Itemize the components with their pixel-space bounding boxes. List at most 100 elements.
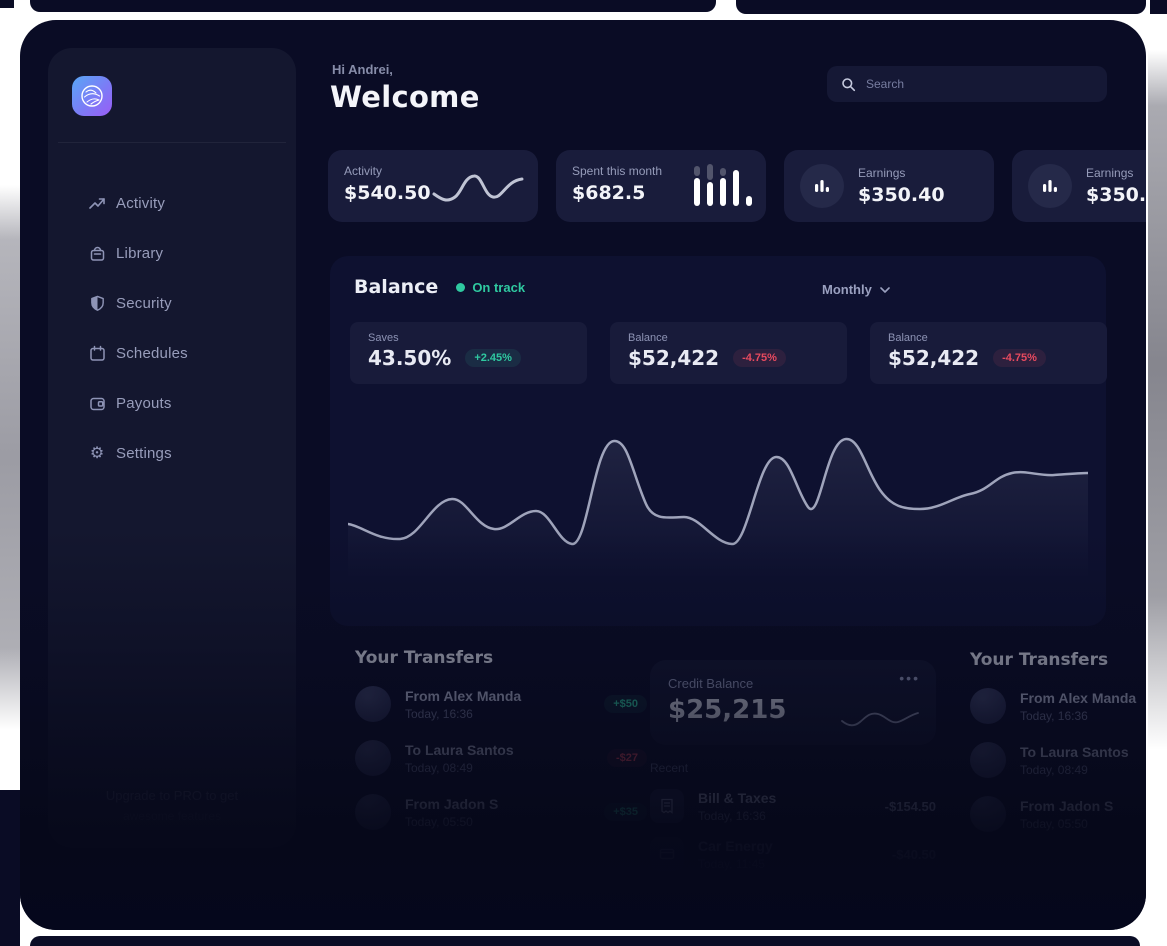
sidebar-item-payouts[interactable]: Payouts [48,378,296,428]
recent-row[interactable]: Bill & Taxes Today, 16:36 -$154.50 [650,789,936,823]
frame-corner-top-left [0,0,14,8]
recent-row[interactable]: Car Energy Today, 11:45 -$40.50 [650,837,936,871]
sidebar: Activity Library Securit [48,48,296,848]
recent-name: Car Energy [698,837,773,854]
stat-value: $350.40 [1086,184,1146,206]
ellipsis-icon[interactable]: ••• [899,670,920,686]
frame-strip-bottom [30,936,1140,946]
frame-strip-top-left [30,0,716,12]
period-label: Monthly [822,282,872,297]
frame-corner-top-right [1150,0,1167,14]
balance-header: Balance On track [354,276,525,298]
sidebar-item-library[interactable]: Library [48,228,296,278]
sidebar-nav: Activity Library Securit [48,178,296,478]
search-input[interactable] [866,77,1107,91]
stat-card-row: Activity $540.50 Spent this month $682.5 [328,150,1146,222]
credit-balance-card: Credit Balance $25,215 ••• [650,660,936,745]
stat-card-spent: Spent this month $682.5 [556,150,766,222]
transfer-name: To Laura Santos [1020,743,1129,760]
transfer-time: Today, 08:49 [1020,762,1088,777]
upgrade-text-line2: awesome features [122,809,222,823]
metric-label: Balance [888,332,928,344]
avatar [970,742,1006,778]
balance-metrics: Saves 43.50% +2.45% Balance $52,422 -4.7… [350,322,1107,384]
greeting-text: Hi Andrei, [332,62,393,77]
app-logo[interactable] [72,76,112,116]
app-window: Activity Library Securit [20,20,1146,930]
sidebar-item-settings[interactable]: ⚙ Settings [48,428,296,478]
chevron-down-icon [880,286,890,293]
sidebar-divider [58,142,286,143]
sidebar-item-schedules[interactable]: Schedules [48,328,296,378]
avatar [355,686,391,722]
stat-value: $350.40 [858,184,945,206]
stat-label: Earnings [858,166,906,180]
balance-panel: Balance On track Monthly Saves 43.50% +2… [330,256,1107,626]
sidebar-item-label: Settings [116,444,172,462]
sidebar-item-label: Security [116,294,172,312]
metric-value: $52,422 [628,346,720,370]
recent-label: Recent [650,761,689,775]
shield-icon [88,294,106,312]
delta-badge: -4.75% [733,349,786,367]
stat-texts: Earnings $350.40 [1086,166,1146,206]
page-title: Welcome [330,80,480,114]
delta-badge: +2.45% [465,349,521,367]
metric-saves: Saves 43.50% +2.45% [350,322,587,384]
search-icon [841,77,856,92]
transfer-row[interactable]: From Alex Manda Today, 16:36 +$50 [355,686,647,722]
stat-card-earnings-1: Earnings $350.40 [784,150,994,222]
recent-amount: -$40.50 [891,846,936,862]
credit-sparkline [840,705,920,729]
transfer-amount-badge: +$35 [604,803,647,821]
stat-label: Earnings [1086,166,1134,180]
metric-value: 43.50% [368,346,452,370]
page-shadow-left [0,185,20,730]
transfer-name: From Alex Manda [1020,689,1137,706]
transfer-time: Today, 16:36 [1020,708,1088,723]
transfers-title: Your Transfers [355,648,494,668]
library-icon [88,244,106,262]
balance-line-chart [348,428,1088,604]
receipt-icon [650,789,684,823]
upgrade-banner[interactable]: Upgrade to PRO to get awesome features [48,788,296,823]
transfer-row[interactable]: To Laura Santos Today, 08:49 [970,742,1146,778]
sidebar-item-security[interactable]: Security [48,278,296,328]
transfer-name: From Alex Manda [405,687,522,704]
status-badge: On track [456,280,525,295]
transfer-time: Today, 16:36 [405,706,473,721]
stat-texts: Earnings $350.40 [858,166,945,206]
transfer-row[interactable]: From Alex Manda Today, 16:36 [970,688,1146,724]
credit-section: Credit Balance $25,215 ••• Recent Bill &… [650,660,936,871]
transfer-row[interactable]: To Laura Santos Today, 08:49 -$27 [355,740,647,776]
sphere-logo-icon [81,85,103,107]
transfer-time: Today, 08:49 [405,760,473,775]
line-sparkline [431,164,526,210]
transfer-name: From Jadon S [405,795,499,812]
period-dropdown[interactable]: Monthly [822,282,890,297]
transfers-section-right: Your Transfers From Alex Manda Today, 16… [970,650,1146,832]
avatar [970,688,1006,724]
sidebar-item-activity[interactable]: Activity [48,178,296,228]
balance-title: Balance [354,276,439,298]
trend-icon [88,194,106,212]
metric-value: $52,422 [888,346,980,370]
recent-time: Today, 11:45 [698,856,765,871]
sidebar-item-label: Library [116,244,164,262]
bar-sparkline [692,162,754,210]
sidebar-item-label: Payouts [116,394,172,412]
mini-bars-icon [800,164,844,208]
transfers-section-left: Your Transfers From Alex Manda Today, 16… [355,648,647,830]
gear-icon: ⚙ [89,445,105,462]
recent-time: Today, 16:36 [698,808,766,823]
sidebar-item-label: Schedules [116,344,188,362]
transfer-amount-badge: -$27 [606,749,647,767]
status-dot-icon [456,282,466,292]
recent-amount: -$154.50 [884,798,936,814]
sidebar-item-label: Activity [116,194,166,212]
transfer-row[interactable]: From Jadon S Today, 05:50 [970,796,1146,832]
search-bar [827,66,1107,102]
status-label: On track [472,279,526,295]
page-shadow-right [1148,50,1167,750]
transfer-row[interactable]: From Jadon S Today, 05:50 +$35 [355,794,647,830]
